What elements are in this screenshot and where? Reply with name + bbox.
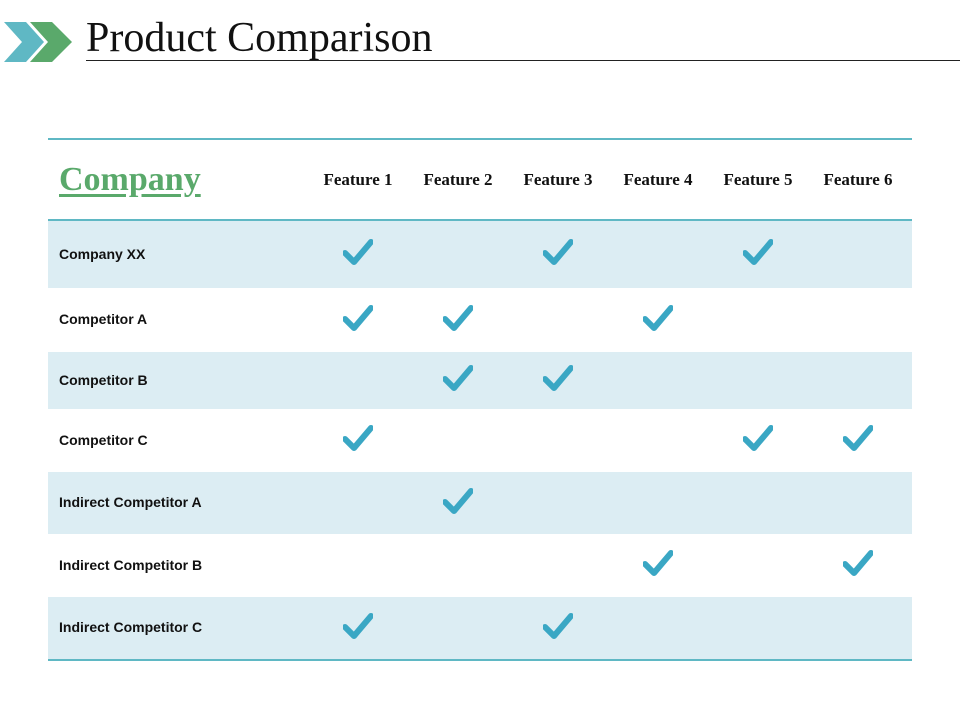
checkmark-icon	[442, 304, 474, 337]
checkmark-icon	[342, 612, 374, 645]
table-body: Company XX Competitor A Competitor B Compet…	[48, 221, 912, 659]
checkmark-icon	[742, 424, 774, 457]
feature-cell-1	[308, 304, 408, 337]
row-label: Competitor C	[59, 431, 148, 448]
company-header-label: Company	[59, 160, 201, 198]
feature-cell-4	[608, 304, 708, 337]
row-label: Indirect Competitor B	[59, 556, 203, 573]
row-name-cell: Competitor A	[48, 311, 308, 329]
checkmark-icon	[342, 304, 374, 337]
title-divider	[86, 60, 960, 61]
page-title: Product Comparison	[86, 15, 433, 61]
checkmark-icon	[842, 424, 874, 457]
row-name-cell: Indirect Competitor B	[48, 557, 308, 575]
feature-header-3: Feature 3	[523, 169, 593, 189]
checkmark-icon	[542, 238, 574, 271]
feature-header-6: Feature 6	[823, 169, 893, 189]
table-row: Indirect Competitor A	[48, 472, 912, 534]
checkmark-icon	[442, 364, 474, 397]
feature-header-2: Feature 2	[423, 169, 493, 189]
comparison-table: Company Feature 1 Feature 2 Feature 3 Fe…	[48, 138, 912, 661]
feature-cell-6	[808, 549, 908, 582]
checkmark-icon	[842, 549, 874, 582]
row-name-cell: Indirect Competitor C	[48, 619, 308, 637]
feature-cell-2	[408, 364, 508, 397]
table-header-row: Company Feature 1 Feature 2 Feature 3 Fe…	[48, 140, 912, 221]
chevron-logo-icon	[4, 22, 72, 62]
feature-cell-1	[308, 238, 408, 271]
checkmark-icon	[542, 364, 574, 397]
feature-cell-1	[308, 424, 408, 457]
feature-cell-2	[408, 304, 508, 337]
row-label: Indirect Competitor A	[59, 494, 202, 510]
feature-cell-6	[808, 424, 908, 457]
table-row: Indirect Competitor C	[48, 597, 912, 659]
row-label: Indirect Competitor C	[59, 619, 203, 635]
feature-cell-1	[308, 612, 408, 645]
feature-cell-3	[508, 364, 608, 397]
row-label: Competitor B	[59, 371, 148, 388]
checkmark-icon	[342, 424, 374, 457]
slide-header: Product Comparison	[0, 0, 960, 62]
feature-cell-3	[508, 612, 608, 645]
checkmark-icon	[642, 549, 674, 582]
feature-header-5: Feature 5	[723, 169, 793, 189]
table-row: Competitor B	[48, 352, 912, 409]
feature-cell-2	[408, 487, 508, 520]
table-row: Indirect Competitor B	[48, 534, 912, 597]
table-row: Company XX	[48, 221, 912, 288]
row-label: Competitor A	[59, 311, 148, 327]
row-name-cell: Indirect Competitor A	[48, 494, 308, 512]
checkmark-icon	[742, 238, 774, 271]
checkmark-icon	[442, 487, 474, 520]
row-label: Company XX	[59, 245, 146, 262]
feature-header-4: Feature 4	[623, 169, 693, 189]
table-row: Competitor A	[48, 288, 912, 352]
feature-header-1: Feature 1	[323, 169, 393, 189]
checkmark-icon	[542, 612, 574, 645]
feature-cell-5	[708, 424, 808, 457]
row-name-cell: Company XX	[48, 246, 308, 264]
feature-cell-3	[508, 238, 608, 271]
feature-cell-5	[708, 238, 808, 271]
table-row: Competitor C	[48, 409, 912, 472]
feature-cell-4	[608, 549, 708, 582]
checkmark-icon	[342, 238, 374, 271]
row-name-cell: Competitor B	[48, 372, 308, 390]
row-name-cell: Competitor C	[48, 432, 308, 450]
checkmark-icon	[642, 304, 674, 337]
company-column-header: Company	[48, 161, 308, 199]
